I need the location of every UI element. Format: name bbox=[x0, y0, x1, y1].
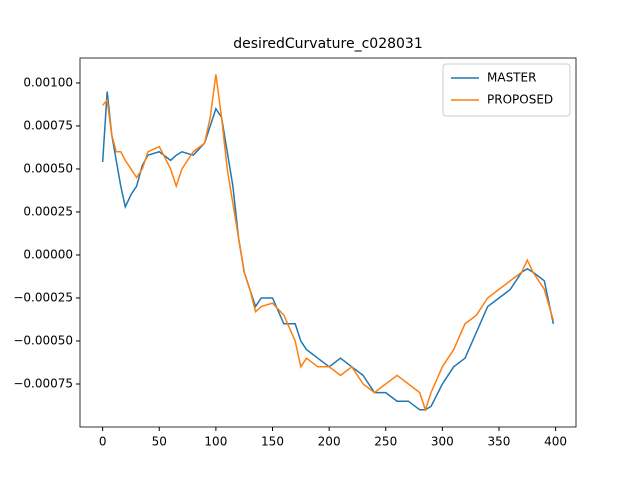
chart-title: desiredCurvature_c028031 bbox=[233, 36, 422, 52]
x-tick-label: 50 bbox=[152, 435, 167, 449]
x-tick-label: 150 bbox=[261, 435, 284, 449]
x-tick-label: 400 bbox=[544, 435, 567, 449]
x-tick-label: 300 bbox=[431, 435, 454, 449]
series-line bbox=[102, 74, 555, 413]
y-tick-label: 0.00100 bbox=[23, 75, 73, 89]
x-tick-label: 250 bbox=[374, 435, 397, 449]
x-tick-label: 100 bbox=[204, 435, 227, 449]
legend-box bbox=[442, 63, 571, 117]
y-tick-label: −0.00050 bbox=[13, 333, 73, 347]
y-tick-label: 0.00025 bbox=[23, 204, 73, 218]
y-tick-label: 0.00000 bbox=[23, 247, 73, 261]
legend-label: PROPOSED bbox=[487, 93, 553, 107]
plot-frame bbox=[79, 57, 577, 428]
y-tick-label: −0.00025 bbox=[13, 290, 73, 304]
y-tick-label: 0.00075 bbox=[23, 118, 73, 132]
series-line bbox=[101, 91, 555, 411]
y-tick-label: −0.00075 bbox=[13, 376, 73, 390]
x-tick-label: 350 bbox=[488, 435, 511, 449]
x-tick-label: 200 bbox=[318, 435, 341, 449]
legend-label: MASTER bbox=[487, 71, 536, 85]
x-tick-label: 0 bbox=[99, 435, 107, 449]
y-tick-label: 0.00050 bbox=[23, 161, 73, 175]
